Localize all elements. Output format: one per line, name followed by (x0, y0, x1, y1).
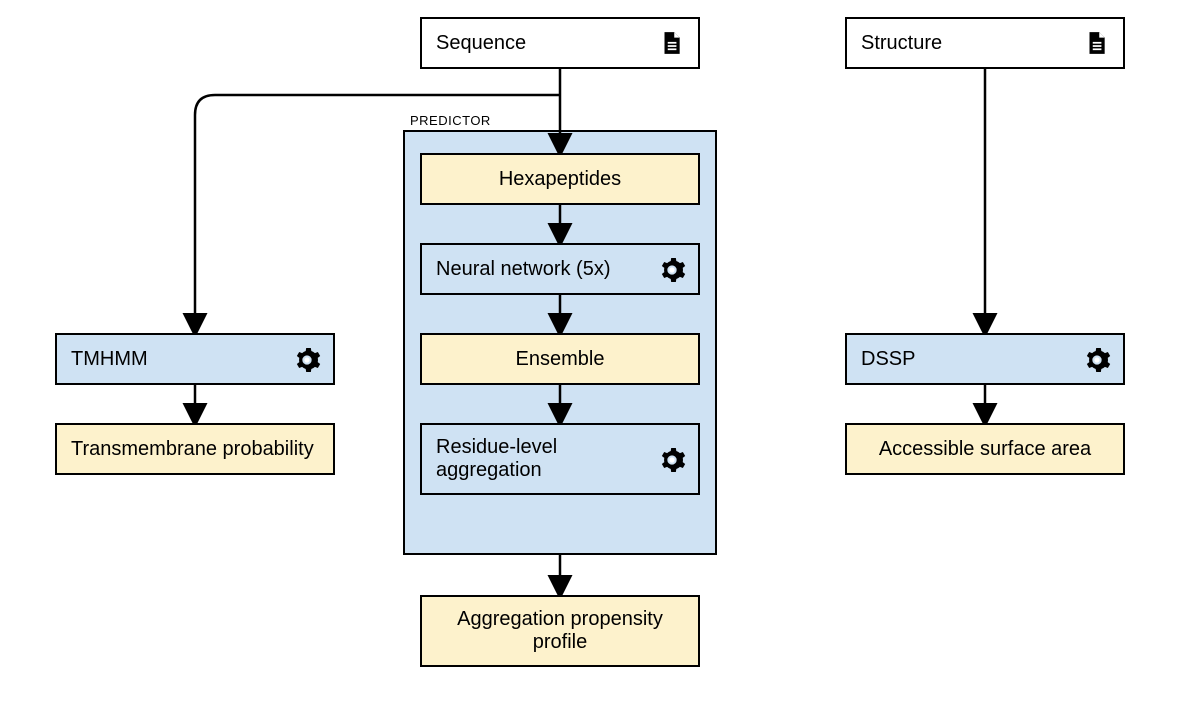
gear-icon (1083, 346, 1109, 372)
residue-aggregation-node: Residue-level aggregation (420, 423, 700, 495)
aggregation-profile-node: Aggregation propensity profile (420, 595, 700, 667)
tmhmm-node: TMHMM (55, 333, 335, 385)
edge-seq-to-tmhmm (195, 95, 560, 333)
residue-label: Residue-level aggregation (436, 436, 650, 482)
neural-network-node: Neural network (5x) (420, 243, 700, 295)
sequence-node: Sequence (420, 17, 700, 69)
ensemble-node: Ensemble (420, 333, 700, 385)
asa-label: Accessible surface area (855, 438, 1115, 461)
transmembrane-label: Transmembrane probability (71, 438, 319, 461)
sequence-label: Sequence (436, 32, 650, 55)
gear-icon (658, 256, 684, 282)
structure-label: Structure (861, 32, 1075, 55)
neural-label: Neural network (5x) (436, 258, 650, 281)
gear-icon (658, 446, 684, 472)
structure-node: Structure (845, 17, 1125, 69)
dssp-node: DSSP (845, 333, 1125, 385)
agg-profile-label: Aggregation propensity profile (430, 608, 690, 654)
ensemble-label: Ensemble (430, 348, 690, 371)
tmhmm-label: TMHMM (71, 348, 285, 371)
dssp-label: DSSP (861, 348, 1075, 371)
predictor-label: PREDICTOR (410, 113, 491, 128)
gear-icon (293, 346, 319, 372)
transmembrane-node: Transmembrane probability (55, 423, 335, 475)
document-icon (658, 30, 684, 56)
hexapeptides-node: Hexapeptides (420, 153, 700, 205)
hexapeptides-label: Hexapeptides (430, 168, 690, 191)
accessible-surface-area-node: Accessible surface area (845, 423, 1125, 475)
document-icon (1083, 30, 1109, 56)
